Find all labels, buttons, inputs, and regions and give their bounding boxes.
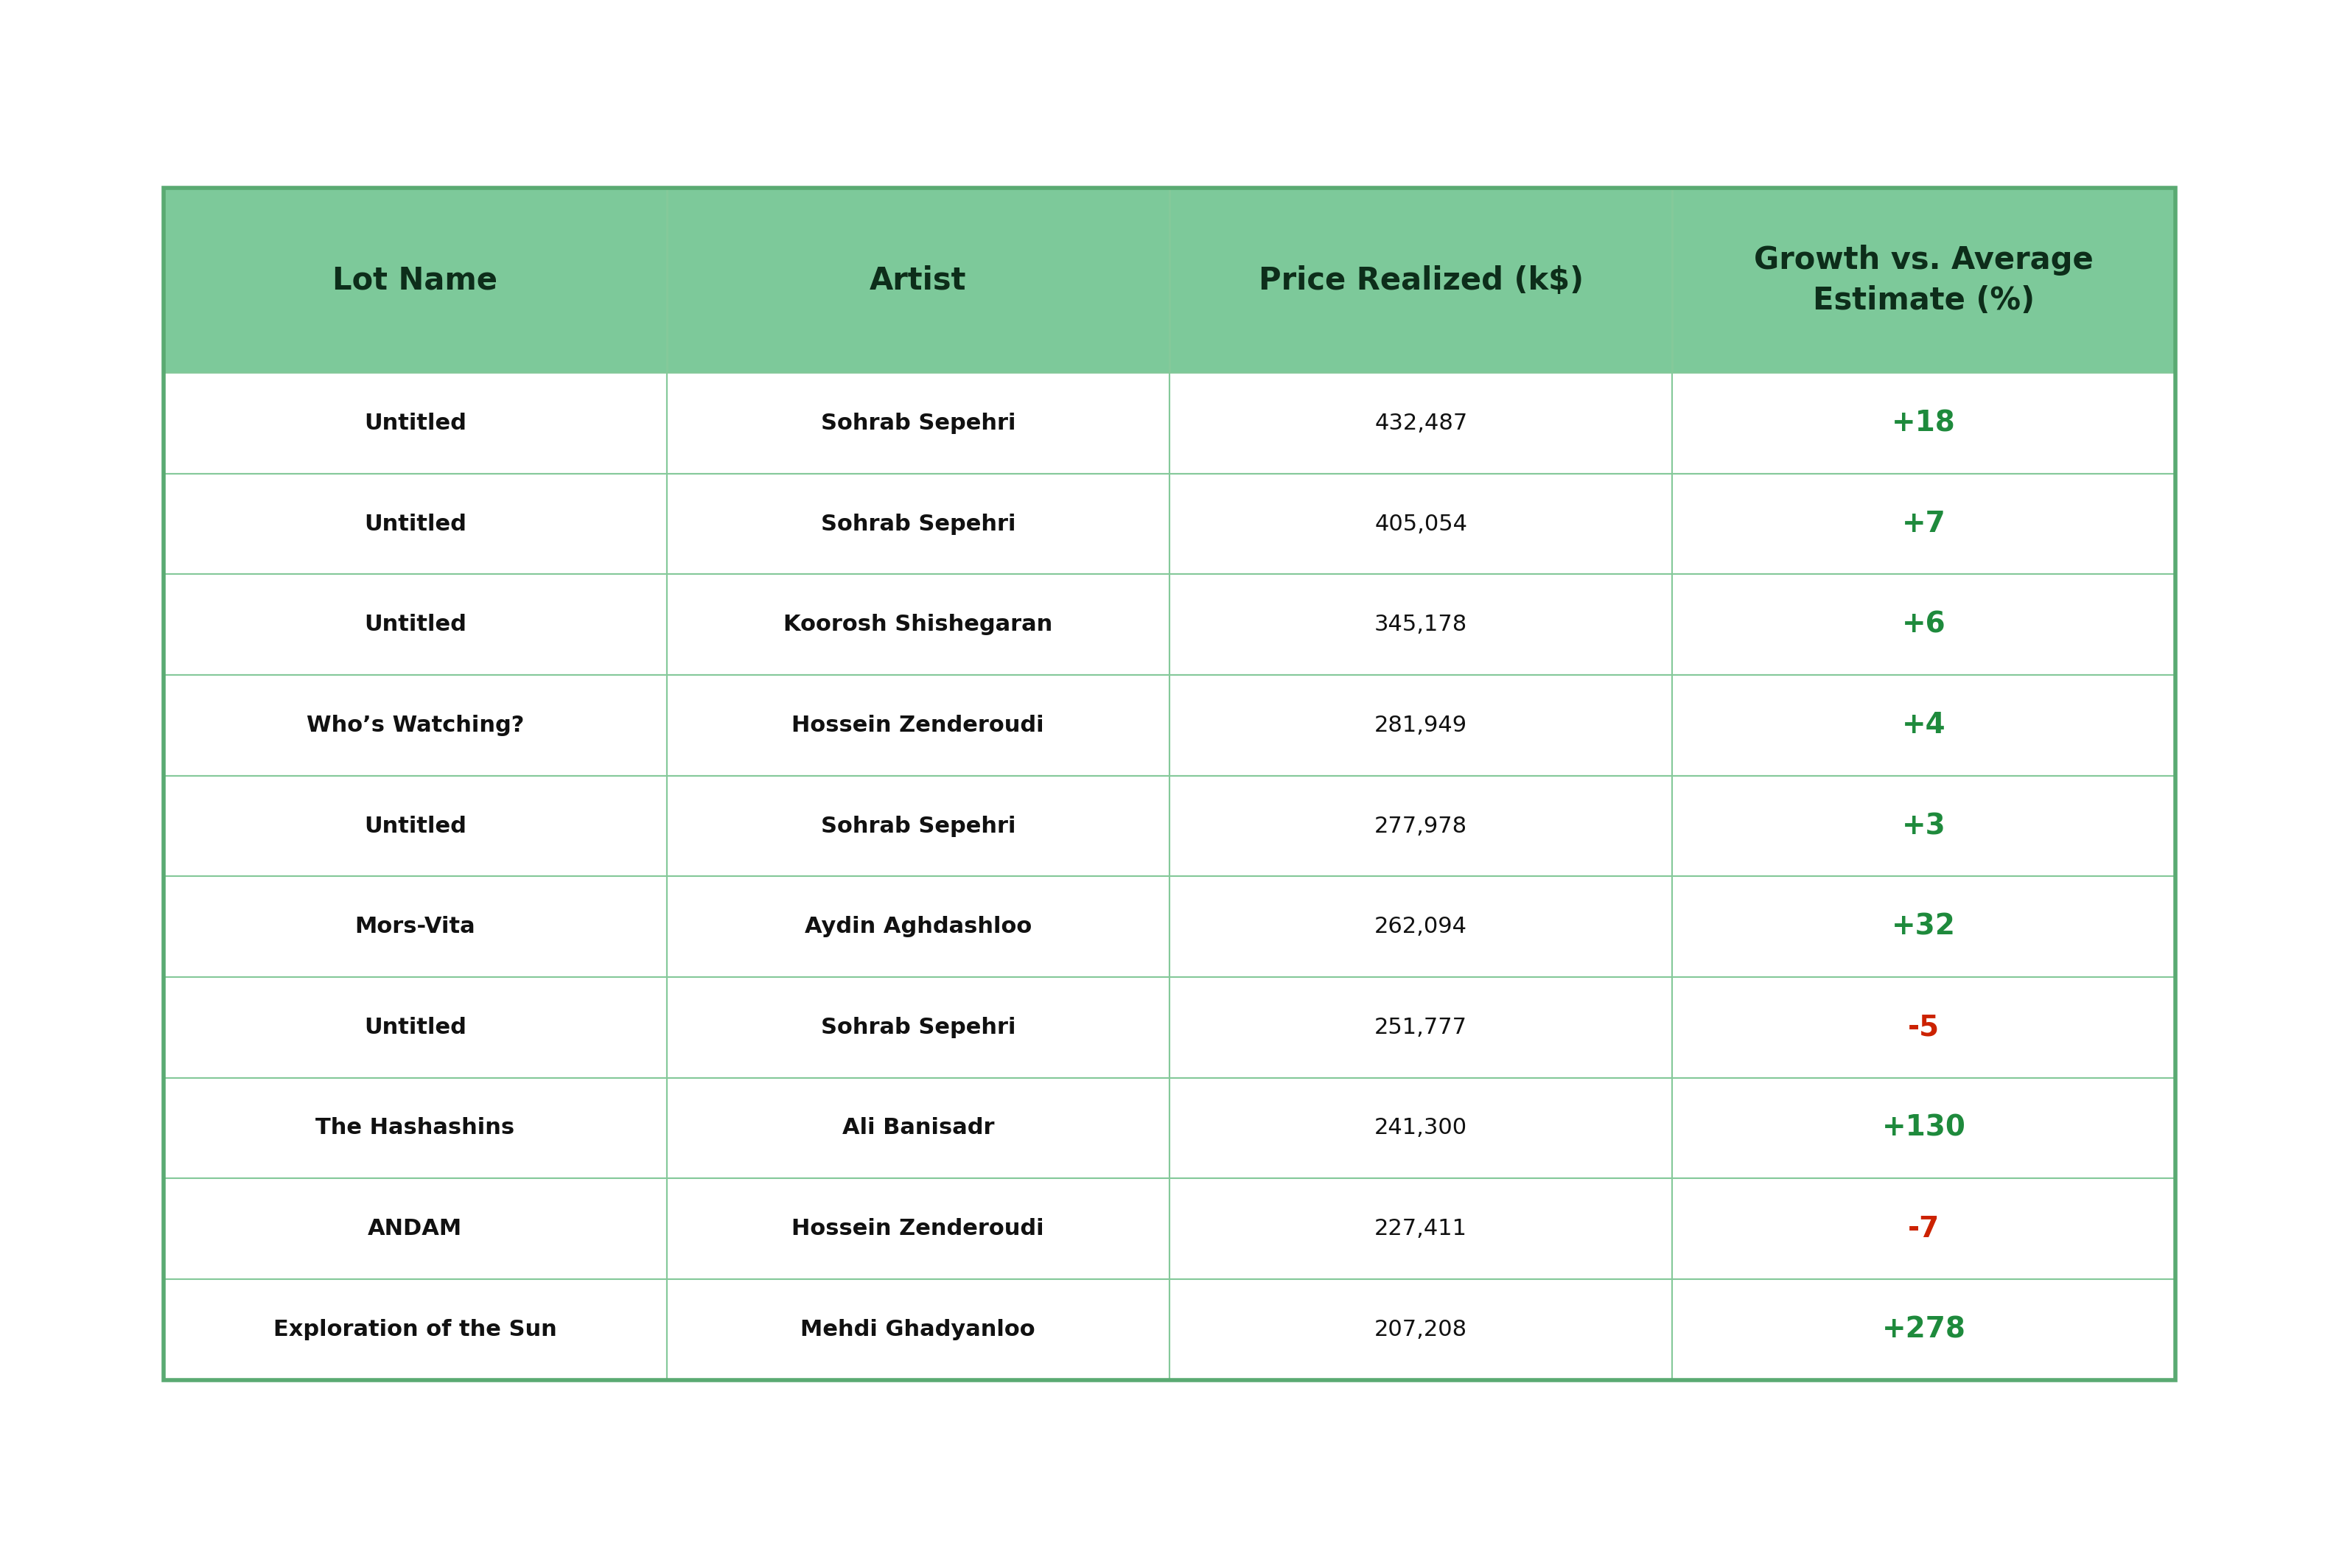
FancyBboxPatch shape xyxy=(1170,1179,1672,1279)
FancyBboxPatch shape xyxy=(1672,776,2175,877)
Text: 207,208: 207,208 xyxy=(1375,1319,1467,1341)
Text: Sohrab Sepehri: Sohrab Sepehri xyxy=(821,412,1015,434)
Text: Mors-Vita: Mors-Vita xyxy=(356,916,475,938)
FancyBboxPatch shape xyxy=(1672,1077,2175,1179)
Text: 262,094: 262,094 xyxy=(1375,916,1467,938)
Text: +3: +3 xyxy=(1902,812,1946,840)
FancyBboxPatch shape xyxy=(1672,574,2175,674)
FancyBboxPatch shape xyxy=(1672,674,2175,776)
FancyBboxPatch shape xyxy=(1170,977,1672,1077)
FancyBboxPatch shape xyxy=(1170,474,1672,574)
FancyBboxPatch shape xyxy=(164,373,667,474)
FancyBboxPatch shape xyxy=(164,977,667,1077)
FancyBboxPatch shape xyxy=(1170,188,1672,373)
Text: Sohrab Sepehri: Sohrab Sepehri xyxy=(821,1016,1015,1038)
FancyBboxPatch shape xyxy=(667,474,1170,574)
FancyBboxPatch shape xyxy=(1672,1279,2175,1380)
Text: 227,411: 227,411 xyxy=(1375,1218,1467,1239)
Text: Untitled: Untitled xyxy=(365,412,465,434)
Text: 405,054: 405,054 xyxy=(1375,513,1467,535)
Text: Exploration of the Sun: Exploration of the Sun xyxy=(274,1319,557,1341)
Text: +7: +7 xyxy=(1902,510,1946,538)
Text: 432,487: 432,487 xyxy=(1375,412,1467,434)
FancyBboxPatch shape xyxy=(667,1179,1170,1279)
Text: Sohrab Sepehri: Sohrab Sepehri xyxy=(821,815,1015,837)
Text: +18: +18 xyxy=(1892,409,1955,437)
FancyBboxPatch shape xyxy=(164,674,667,776)
FancyBboxPatch shape xyxy=(667,1077,1170,1179)
Text: Untitled: Untitled xyxy=(365,815,465,837)
Text: The Hashashins: The Hashashins xyxy=(316,1118,515,1138)
Text: Aydin Aghdashloo: Aydin Aghdashloo xyxy=(805,916,1031,938)
Text: Hossein Zenderoudi: Hossein Zenderoudi xyxy=(793,715,1043,735)
Text: +4: +4 xyxy=(1902,712,1946,739)
Text: Growth vs. Average
Estimate (%): Growth vs. Average Estimate (%) xyxy=(1754,245,2093,317)
FancyBboxPatch shape xyxy=(1170,776,1672,877)
Text: 251,777: 251,777 xyxy=(1375,1016,1467,1038)
FancyBboxPatch shape xyxy=(1170,373,1672,474)
Text: Sohrab Sepehri: Sohrab Sepehri xyxy=(821,513,1015,535)
Text: Untitled: Untitled xyxy=(365,1016,465,1038)
FancyBboxPatch shape xyxy=(1170,574,1672,674)
FancyBboxPatch shape xyxy=(1672,373,2175,474)
FancyBboxPatch shape xyxy=(667,1279,1170,1380)
FancyBboxPatch shape xyxy=(1672,188,2175,373)
FancyBboxPatch shape xyxy=(667,373,1170,474)
FancyBboxPatch shape xyxy=(1672,474,2175,574)
Text: Ali Banisadr: Ali Banisadr xyxy=(842,1118,994,1138)
Text: 241,300: 241,300 xyxy=(1375,1118,1467,1138)
FancyBboxPatch shape xyxy=(164,1179,667,1279)
Text: Who’s Watching?: Who’s Watching? xyxy=(306,715,524,735)
Text: -5: -5 xyxy=(1909,1013,1939,1041)
FancyBboxPatch shape xyxy=(164,474,667,574)
FancyBboxPatch shape xyxy=(1672,977,2175,1077)
FancyBboxPatch shape xyxy=(1170,1279,1672,1380)
FancyBboxPatch shape xyxy=(667,188,1170,373)
FancyBboxPatch shape xyxy=(164,776,667,877)
Text: Hossein Zenderoudi: Hossein Zenderoudi xyxy=(793,1218,1043,1239)
FancyBboxPatch shape xyxy=(1170,877,1672,977)
Text: 345,178: 345,178 xyxy=(1375,615,1467,635)
FancyBboxPatch shape xyxy=(667,877,1170,977)
Text: Lot Name: Lot Name xyxy=(332,265,498,296)
FancyBboxPatch shape xyxy=(164,574,667,674)
Text: 277,978: 277,978 xyxy=(1375,815,1467,837)
FancyBboxPatch shape xyxy=(667,776,1170,877)
Text: -7: -7 xyxy=(1909,1215,1939,1243)
Text: Artist: Artist xyxy=(870,265,966,296)
Text: Untitled: Untitled xyxy=(365,615,465,635)
Text: +278: +278 xyxy=(1883,1316,1965,1344)
Text: 281,949: 281,949 xyxy=(1375,715,1467,735)
FancyBboxPatch shape xyxy=(164,1077,667,1179)
FancyBboxPatch shape xyxy=(1672,877,2175,977)
Text: Koorosh Shishegaran: Koorosh Shishegaran xyxy=(784,615,1053,635)
Text: +130: +130 xyxy=(1883,1115,1965,1142)
FancyBboxPatch shape xyxy=(1672,1179,2175,1279)
Text: ANDAM: ANDAM xyxy=(367,1218,463,1239)
Text: +32: +32 xyxy=(1892,913,1955,941)
FancyBboxPatch shape xyxy=(667,977,1170,1077)
FancyBboxPatch shape xyxy=(667,674,1170,776)
FancyBboxPatch shape xyxy=(1170,1077,1672,1179)
FancyBboxPatch shape xyxy=(164,188,667,373)
FancyBboxPatch shape xyxy=(667,574,1170,674)
Text: Untitled: Untitled xyxy=(365,513,465,535)
FancyBboxPatch shape xyxy=(164,1279,667,1380)
FancyBboxPatch shape xyxy=(164,877,667,977)
Text: Price Realized (k$): Price Realized (k$) xyxy=(1258,265,1584,296)
Text: Mehdi Ghadyanloo: Mehdi Ghadyanloo xyxy=(800,1319,1036,1341)
Text: +6: +6 xyxy=(1902,610,1946,638)
FancyBboxPatch shape xyxy=(1170,674,1672,776)
